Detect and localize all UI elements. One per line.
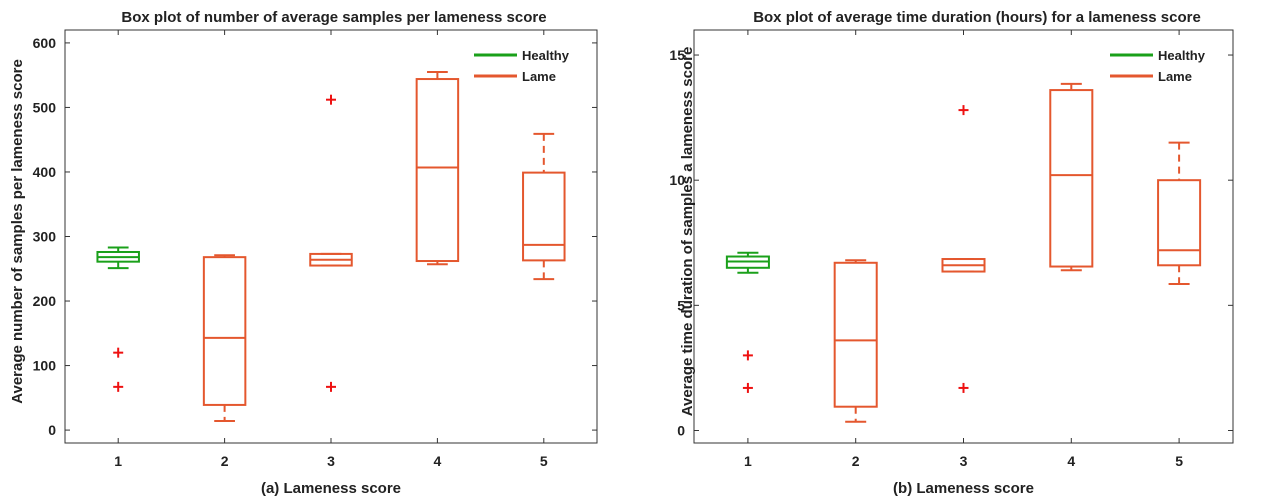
- y-tick-label: 0: [48, 422, 56, 438]
- y-tick-label: 10: [669, 172, 685, 188]
- y-tick-label: 5: [677, 297, 685, 313]
- box-3: [941, 105, 986, 393]
- y-axis-label: Average number of samples per lameness s…: [9, 59, 26, 404]
- outlier-point: [958, 382, 969, 393]
- box-3: [309, 94, 353, 392]
- box-1: [96, 246, 140, 392]
- outlier-point: [113, 381, 124, 392]
- y-tick-label: 500: [33, 99, 57, 115]
- chart-panel-b: Box plot of average time duration (hours…: [632, 0, 1265, 498]
- y-axis-label: Average time duration of samples a lamen…: [679, 47, 696, 417]
- legend-label-lame: Lame: [1158, 69, 1192, 84]
- box-iqr: [202, 256, 247, 406]
- y-tick-label: 100: [33, 358, 57, 374]
- y-tick-label: 600: [33, 35, 57, 51]
- outlier-point: [113, 347, 124, 358]
- outlier-point: [742, 382, 753, 393]
- legend-label-lame: Lame: [522, 69, 556, 84]
- box-5: [522, 132, 566, 281]
- x-tick-label: 3: [960, 453, 968, 469]
- chart-title: Box plot of number of average samples pe…: [121, 9, 546, 26]
- x-tick-label: 1: [114, 453, 122, 469]
- x-tick-label: 2: [221, 453, 229, 469]
- outlier-point: [326, 381, 336, 392]
- box-iqr: [833, 261, 878, 408]
- box-iqr: [522, 171, 566, 262]
- x-tick-label: 5: [1175, 453, 1183, 469]
- y-tick-label: 300: [33, 229, 57, 245]
- box-4: [1049, 82, 1094, 272]
- box-iqr: [415, 78, 460, 263]
- y-tick-label: 200: [33, 293, 57, 309]
- outlier-point: [958, 105, 969, 116]
- x-tick-label: 1: [744, 453, 752, 469]
- chart-panel-a: Box plot of number of average samples pe…: [0, 0, 632, 498]
- box-2: [202, 254, 247, 423]
- y-tick-label: 0: [677, 422, 685, 438]
- chart-b-svg: Box plot of average time duration (hours…: [669, 9, 1234, 497]
- box-5: [1157, 141, 1202, 286]
- y-tick-label: 15: [669, 47, 685, 63]
- box-1: [725, 251, 770, 393]
- chart-title: Box plot of average time duration (hours…: [753, 9, 1201, 26]
- box-iqr: [1157, 179, 1202, 267]
- x-tick-label: 5: [540, 453, 548, 469]
- legend-label-healthy: Healthy: [1158, 48, 1206, 63]
- box-iqr: [1049, 89, 1094, 268]
- outlier-point: [742, 350, 753, 361]
- x-axis-label: (a) Lameness score: [261, 480, 401, 497]
- legend-label-healthy: Healthy: [522, 48, 570, 63]
- y-tick-label: 400: [33, 164, 57, 180]
- box-4: [415, 70, 460, 266]
- x-axis-label: (b) Lameness score: [893, 480, 1034, 497]
- x-tick-label: 2: [852, 453, 860, 469]
- plot-frame: [64, 29, 598, 444]
- x-tick-label: 4: [1067, 453, 1075, 469]
- x-tick-label: 4: [434, 453, 442, 469]
- box-2: [833, 259, 878, 423]
- outlier-point: [326, 94, 336, 105]
- plot-frame: [693, 29, 1234, 444]
- x-tick-label: 3: [327, 453, 335, 469]
- chart-a-svg: Box plot of number of average samples pe…: [9, 9, 598, 497]
